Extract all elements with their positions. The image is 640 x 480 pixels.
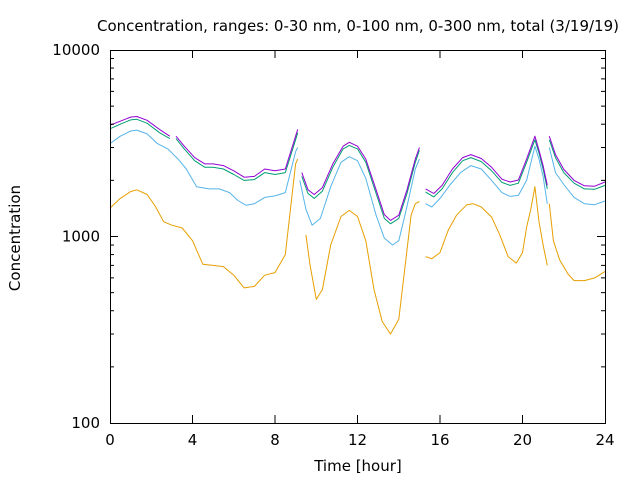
series-1 [109, 129, 606, 246]
y-tick-label: 1000 [62, 228, 100, 246]
series-line-segment [175, 132, 299, 181]
series-line-segment [425, 145, 548, 208]
axis-layer: 0 4 8 12 16 20 24 100 1000 10000 [52, 41, 614, 449]
series-line-segment [425, 139, 548, 198]
series-line-segment [548, 139, 606, 190]
series-line-segment [548, 203, 606, 282]
x-tick-label: 8 [270, 431, 280, 449]
series-line-segment [175, 129, 299, 178]
x-tick-label: 24 [595, 431, 614, 449]
y-axis-label: Concentration [6, 185, 24, 291]
series-line-segment [301, 141, 420, 221]
series-0 [109, 158, 606, 335]
series-line-segment [299, 156, 420, 246]
series-line-segment [109, 158, 299, 289]
x-tick-label: 0 [105, 431, 115, 449]
y-tick-label: 10000 [52, 41, 100, 59]
series-line-segment [109, 116, 171, 137]
series-line-segment [109, 118, 171, 140]
series-2 [109, 118, 606, 225]
series-line-segment [425, 135, 548, 194]
series-line-segment [548, 147, 606, 206]
series-line-segment [301, 144, 420, 225]
y-tick-label: 100 [71, 414, 100, 432]
x-tick-label: 16 [430, 431, 449, 449]
series-line-segment [548, 136, 606, 187]
series-line-segment [305, 201, 420, 335]
x-tick-label: 20 [513, 431, 532, 449]
x-tick-label: 4 [188, 431, 198, 449]
series-line-segment [109, 129, 299, 206]
series-line-segment [425, 186, 548, 266]
series-layer [109, 116, 606, 335]
x-tick-label: 12 [348, 431, 367, 449]
x-axis-label: Time [hour] [313, 457, 402, 475]
series-3 [109, 116, 606, 221]
chart-title: Concentration, ranges: 0-30 nm, 0-100 nm… [97, 17, 619, 35]
